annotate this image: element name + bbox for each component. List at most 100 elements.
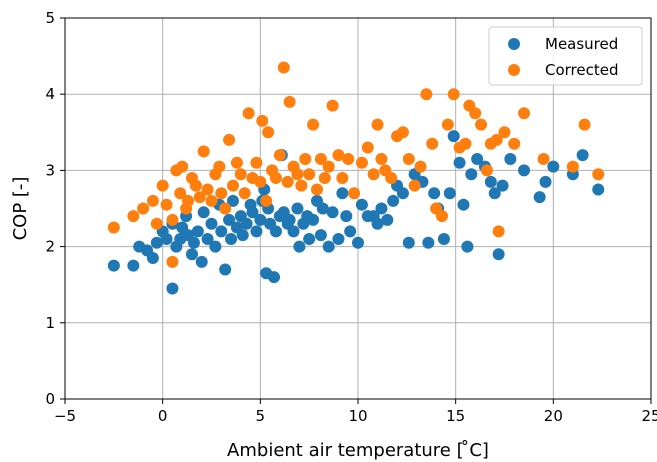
x-axis-label: Ambient air temperature [ ̊C] (227, 440, 489, 461)
x-tick-label: 15 (446, 407, 465, 425)
corrected-point (441, 118, 454, 131)
corrected-point (277, 61, 290, 74)
corrected-point (273, 149, 286, 162)
legend-marker-corrected (508, 64, 520, 76)
measured-point (336, 187, 349, 200)
corrected-point (299, 152, 312, 165)
corrected-point (592, 168, 605, 181)
corrected-point (256, 114, 269, 127)
measured-point (268, 271, 281, 284)
measured-point (387, 194, 400, 207)
corrected-point (498, 126, 511, 139)
corrected-point (342, 152, 355, 165)
measured-point (316, 202, 329, 215)
measured-point (307, 213, 320, 226)
corrected-point (459, 137, 472, 150)
corrected-point (361, 141, 374, 154)
measured-point (539, 175, 552, 188)
corrected-point (166, 255, 179, 268)
corrected-point (219, 202, 232, 215)
corrected-point (201, 183, 214, 196)
y-tick-label: 3 (45, 161, 55, 179)
corrected-point (238, 187, 251, 200)
measured-point (457, 198, 470, 211)
measured-point (303, 232, 316, 245)
measured-point (504, 152, 517, 165)
measured-point (322, 240, 335, 253)
y-tick-label: 1 (45, 314, 55, 332)
x-tick-label: 10 (348, 407, 367, 425)
corrected-point (197, 145, 210, 158)
y-tick-label: 2 (45, 238, 55, 256)
corrected-point (348, 187, 361, 200)
corrected-point (537, 152, 550, 165)
corrected-point (371, 118, 384, 131)
corrected-point (420, 88, 433, 101)
measured-point (219, 263, 232, 276)
measured-point (547, 160, 560, 173)
measured-point (283, 213, 296, 226)
measured-point (225, 232, 238, 245)
corrected-point (475, 118, 488, 131)
corrected-point (402, 152, 415, 165)
measured-point (488, 187, 501, 200)
corrected-point (150, 217, 163, 230)
corrected-point (414, 160, 427, 173)
corrected-point (435, 210, 448, 223)
corrected-point (566, 160, 579, 173)
corrected-point (205, 194, 218, 207)
corrected-point (166, 213, 179, 226)
corrected-point (490, 133, 503, 146)
corrected-point (146, 194, 159, 207)
corrected-point (189, 179, 202, 192)
measured-point (205, 217, 218, 230)
corrected-point (310, 183, 323, 196)
corrected-point (447, 88, 460, 101)
measured-point (269, 225, 282, 238)
corrected-point (269, 172, 282, 185)
corrected-point (182, 194, 195, 207)
measured-point (428, 187, 441, 200)
corrected-point (518, 107, 531, 120)
corrected-point (234, 168, 247, 181)
corrected-point (226, 179, 239, 192)
corrected-point (283, 95, 296, 108)
measured-point (396, 187, 409, 200)
x-tick-label: 25 (641, 407, 657, 425)
corrected-point (193, 191, 206, 204)
measured-point (146, 252, 159, 265)
corrected-point (375, 152, 388, 165)
x-tick-label: 5 (256, 407, 266, 425)
corrected-point (303, 168, 316, 181)
measured-point (471, 152, 484, 165)
measured-point (254, 213, 267, 226)
measured-point (250, 225, 263, 238)
corrected-point (281, 175, 294, 188)
measured-point (437, 232, 450, 245)
measured-point (461, 240, 474, 253)
measured-point (443, 187, 456, 200)
corrected-point (332, 149, 345, 162)
measured-point (107, 259, 120, 272)
corrected-point (213, 160, 226, 173)
corrected-point (230, 156, 243, 169)
measured-point (223, 213, 236, 226)
measured-point (195, 255, 208, 268)
measured-point (291, 202, 304, 215)
corrected-point (408, 179, 421, 192)
corrected-point (336, 172, 349, 185)
measured-point (484, 175, 497, 188)
measured-point (187, 236, 200, 249)
corrected-point (156, 179, 169, 192)
corrected-point (578, 118, 591, 131)
corrected-point (508, 137, 521, 150)
corrected-point (295, 179, 308, 192)
legend-marker-measured (508, 38, 520, 50)
measured-point (236, 229, 249, 242)
corrected-point (307, 118, 320, 131)
measured-point (240, 217, 253, 230)
corrected-point (318, 172, 331, 185)
y-tick-label: 5 (45, 9, 55, 27)
measured-point (209, 240, 222, 253)
